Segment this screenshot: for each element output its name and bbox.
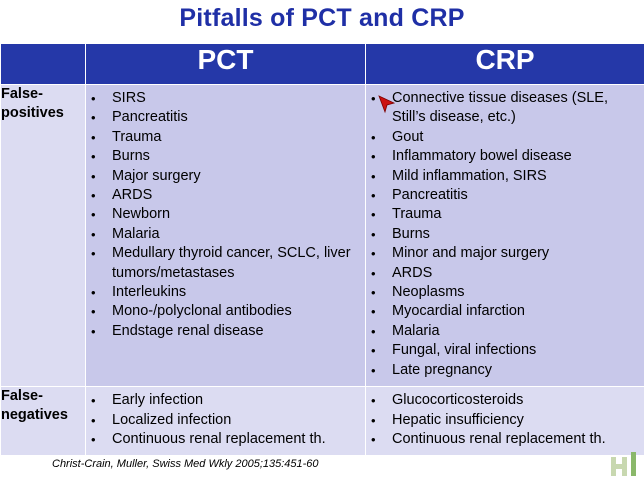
list-item: Medullary thyroid cancer, SCLC, liver tu… [91, 244, 365, 283]
list-item: Pancreatitis [371, 186, 644, 206]
slide-title: Pitfalls of PCT and CRP [179, 4, 465, 32]
pct-false-negatives-cell: Early infectionLocalized infectionContin… [85, 386, 366, 457]
list-item: Burns [91, 147, 365, 167]
list-item: Connective tissue diseases (SLE, Still’s… [371, 89, 644, 128]
crp-false-positives-list: Connective tissue diseases (SLE, Still’s… [366, 85, 644, 386]
row-false-negatives: False- negatives Early infectionLocalize… [0, 386, 644, 457]
column-header-crp: CRP [365, 43, 644, 85]
header-row: PCT CRP [0, 43, 644, 85]
list-item: Mono-/polyclonal antibodies [91, 302, 365, 322]
list-item: Mild inflammation, SIRS [371, 167, 644, 187]
row-false-positives: False- positives SIRSPancreatitisTraumaB… [0, 83, 644, 388]
list-item: ARDS [371, 264, 644, 284]
pct-false-positives-cell: SIRSPancreatitisTraumaBurnsMajor surgery… [85, 83, 366, 388]
column-header-pct: PCT [85, 43, 366, 85]
row-label-text: False- positives [1, 86, 64, 121]
list-item: Minor and major surgery [371, 244, 644, 264]
list-item: Malaria [371, 322, 644, 342]
list-item: Early infection [91, 391, 365, 411]
list-item: Newborn [91, 205, 365, 225]
comparison-table: PCT CRP False- positives SIRSPancreatiti… [0, 43, 644, 457]
pct-false-positives-list: SIRSPancreatitisTraumaBurnsMajor surgery… [86, 85, 365, 347]
list-item: Interleukins [91, 283, 365, 303]
crp-false-negatives-list: GlucocorticosteroidsHepatic insufficienc… [366, 387, 644, 455]
list-item: Trauma [371, 205, 644, 225]
citation: Christ-Crain, Muller, Swiss Med Wkly 200… [52, 458, 319, 470]
list-item: Myocardial infarction [371, 302, 644, 322]
row-label-text: False- negatives [1, 388, 68, 424]
list-item: Localized infection [91, 411, 365, 431]
list-item: Continuous renal replacement th. [371, 430, 644, 450]
list-item: Fungal, viral infections [371, 341, 644, 361]
list-item: Burns [371, 225, 644, 245]
list-item: Trauma [91, 128, 365, 148]
crp-false-negatives-cell: GlucocorticosteroidsHepatic insufficienc… [365, 386, 644, 457]
list-item: Hepatic insufficiency [371, 411, 644, 431]
list-item: SIRS [91, 89, 365, 109]
row-label-false-positives: False- positives [0, 83, 86, 388]
list-item: Late pregnancy [371, 361, 644, 381]
header-corner [0, 43, 86, 85]
list-item: Neoplasms [371, 283, 644, 303]
list-item: Endstage renal disease [91, 322, 365, 342]
red-arrow-pointer-icon [378, 95, 396, 114]
row-label-false-negatives: False- negatives [0, 386, 86, 457]
list-item: ARDS [91, 186, 365, 206]
list-item: Continuous renal replacement th. [91, 430, 365, 450]
list-item: Gout [371, 128, 644, 148]
list-item: Major surgery [91, 167, 365, 187]
list-item: Malaria [91, 225, 365, 245]
pct-false-negatives-list: Early infectionLocalized infectionContin… [86, 387, 365, 455]
crp-false-positives-cell: Connective tissue diseases (SLE, Still’s… [365, 83, 644, 388]
list-item: Glucocorticosteroids [371, 391, 644, 411]
list-item: Pancreatitis [91, 108, 365, 128]
list-item: Inflammatory bowel disease [371, 147, 644, 167]
hi-logo-icon [611, 452, 636, 476]
